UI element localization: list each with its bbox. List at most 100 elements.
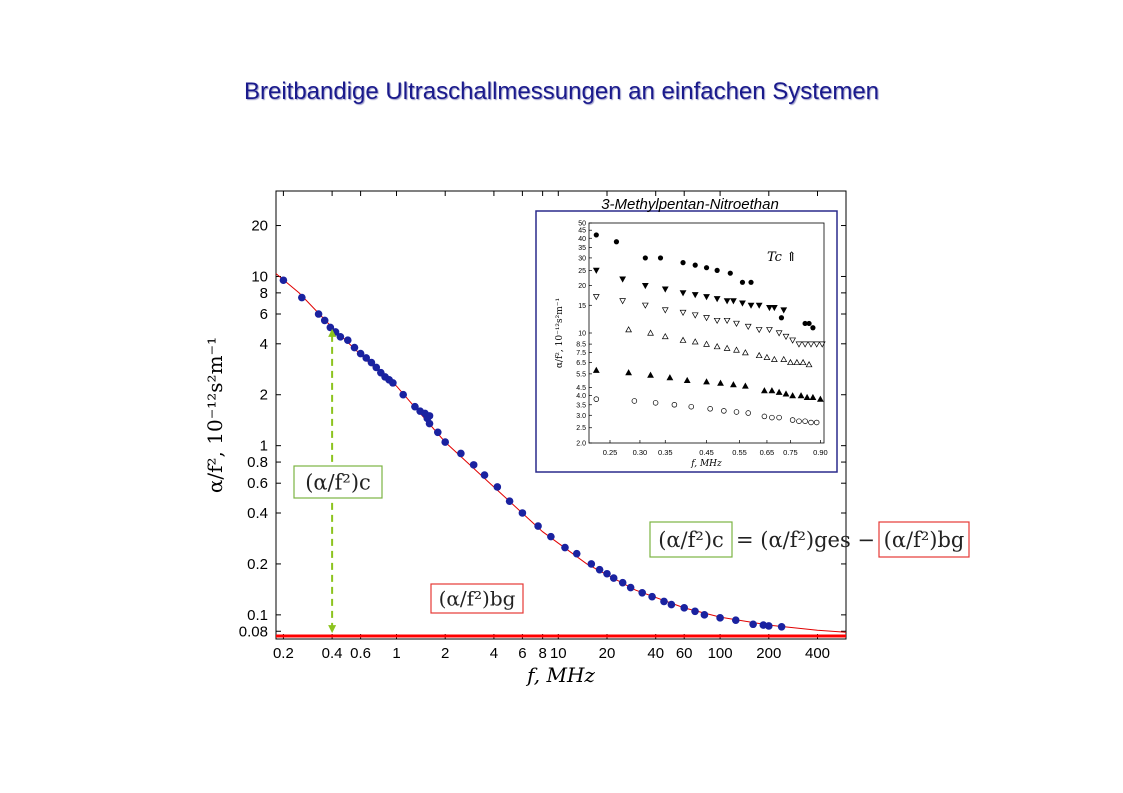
inset-point xyxy=(816,395,824,402)
inset-point xyxy=(691,338,699,345)
inset-point xyxy=(802,320,808,327)
inset-x-tick-label: 0.45 xyxy=(699,448,714,457)
inset-y-tick-label: 3.5 xyxy=(576,402,586,409)
inset-y-tick-label: 25 xyxy=(578,268,586,275)
data-point xyxy=(547,532,555,541)
inset-point xyxy=(593,232,599,238)
inset-point xyxy=(775,330,783,337)
x-tick-label: 6 xyxy=(518,645,526,662)
inset-y-tick-label: 15 xyxy=(578,303,586,310)
y-tick-label: 0.8 xyxy=(247,454,268,471)
data-point xyxy=(362,354,371,362)
y-tick-label: 6 xyxy=(260,306,268,323)
inset-point xyxy=(776,414,782,421)
inset-point xyxy=(775,388,783,395)
inset-chart: 0.25 0.30 0.35 0.45 0.55 0.65 0.75 0.90 2.0 2.5 3.… xyxy=(535,196,838,473)
inset-point xyxy=(744,323,752,331)
inset-annotation: Tc ⇑ xyxy=(767,250,797,265)
y-tick-label: 10 xyxy=(251,268,268,285)
data-point xyxy=(493,483,502,491)
inset-point xyxy=(661,332,669,340)
inset-point xyxy=(723,298,731,305)
inset-point xyxy=(713,343,721,350)
inset-point xyxy=(707,406,713,412)
inset-point xyxy=(592,294,600,301)
inset-point xyxy=(652,400,659,406)
data-point xyxy=(716,614,724,622)
inset-point xyxy=(755,302,763,309)
inset-y-tick-label: 4.0 xyxy=(576,393,586,400)
y-tick-label: 0.6 xyxy=(247,475,268,492)
data-point xyxy=(320,316,329,325)
critical-label-box xyxy=(293,465,383,499)
inset-point xyxy=(721,408,727,414)
data-point xyxy=(691,607,699,616)
data-point xyxy=(609,574,618,582)
slide-title: Breitbandige Ultraschallmessungen an ein… xyxy=(243,78,880,105)
inset-point xyxy=(713,296,721,303)
inset-point xyxy=(592,366,600,373)
inset-point xyxy=(787,358,794,366)
inset-point xyxy=(679,290,687,297)
inset-point xyxy=(733,409,740,415)
inset-point xyxy=(730,298,737,305)
inset-point xyxy=(807,341,815,348)
data-point xyxy=(534,522,542,530)
inset-point xyxy=(741,382,749,389)
inset-point xyxy=(778,315,785,321)
data-point xyxy=(700,611,709,619)
inset-y-tick-label: 10 xyxy=(578,331,586,338)
inset-point xyxy=(714,267,720,273)
data-point xyxy=(667,600,676,609)
x-tick-label: 40 xyxy=(647,645,664,662)
inset-y-tick-label: 4.5 xyxy=(576,385,586,392)
x-tick-label: 60 xyxy=(676,645,693,662)
data-point xyxy=(618,578,627,587)
data-point xyxy=(626,583,635,592)
chart-annotations: (α/f²)c (α/f²)bg (α/f²)c = (α/f²)ges − (α/f²… xyxy=(293,465,970,614)
inset-point xyxy=(741,349,749,356)
data-point xyxy=(433,428,442,437)
inset-y-tick-label: 3.0 xyxy=(576,413,586,420)
inset-point xyxy=(755,327,763,334)
inset-y-tick-label: 6.5 xyxy=(576,360,586,367)
data-point xyxy=(411,402,419,411)
data-point xyxy=(765,622,773,630)
inset-point xyxy=(789,417,796,423)
data-point xyxy=(372,363,381,372)
data-point xyxy=(638,589,646,597)
inset-point xyxy=(761,413,768,420)
inset-y-tick-label: 2.0 xyxy=(576,441,586,448)
inset-point xyxy=(763,353,771,360)
y-tick-label: 0.08 xyxy=(239,623,268,640)
inset-point xyxy=(782,390,790,397)
equation-mid: = (α/f²)ges − xyxy=(736,528,875,552)
y-tick-label: 0.1 xyxy=(247,607,268,624)
inset-point xyxy=(647,329,654,336)
data-point xyxy=(587,560,596,568)
y-tick-label: 8 xyxy=(260,285,268,302)
inset-point xyxy=(806,320,812,327)
x-tick-label: 0.2 xyxy=(273,645,294,662)
inset-point xyxy=(723,344,731,351)
inset-point xyxy=(680,260,686,266)
inset-point xyxy=(679,309,687,317)
inset-point xyxy=(641,302,649,309)
y-tick-label: 0.2 xyxy=(247,556,268,573)
data-point xyxy=(572,549,581,558)
x-tick-label: 8 xyxy=(538,645,546,662)
inset-point xyxy=(679,336,687,343)
inset-point xyxy=(766,327,773,334)
data-point xyxy=(648,592,656,601)
inset-point xyxy=(717,379,724,386)
inset-point xyxy=(810,325,816,331)
data-point xyxy=(314,310,323,318)
inset-point xyxy=(768,387,776,394)
inset-point xyxy=(803,393,811,400)
inset-point xyxy=(671,402,678,408)
inset-x-tick-label: 0.90 xyxy=(813,448,828,457)
inset-y-tick-label: 2.5 xyxy=(576,425,586,432)
data-point xyxy=(469,461,478,469)
inset-point xyxy=(703,265,710,271)
inset-point xyxy=(801,341,809,348)
